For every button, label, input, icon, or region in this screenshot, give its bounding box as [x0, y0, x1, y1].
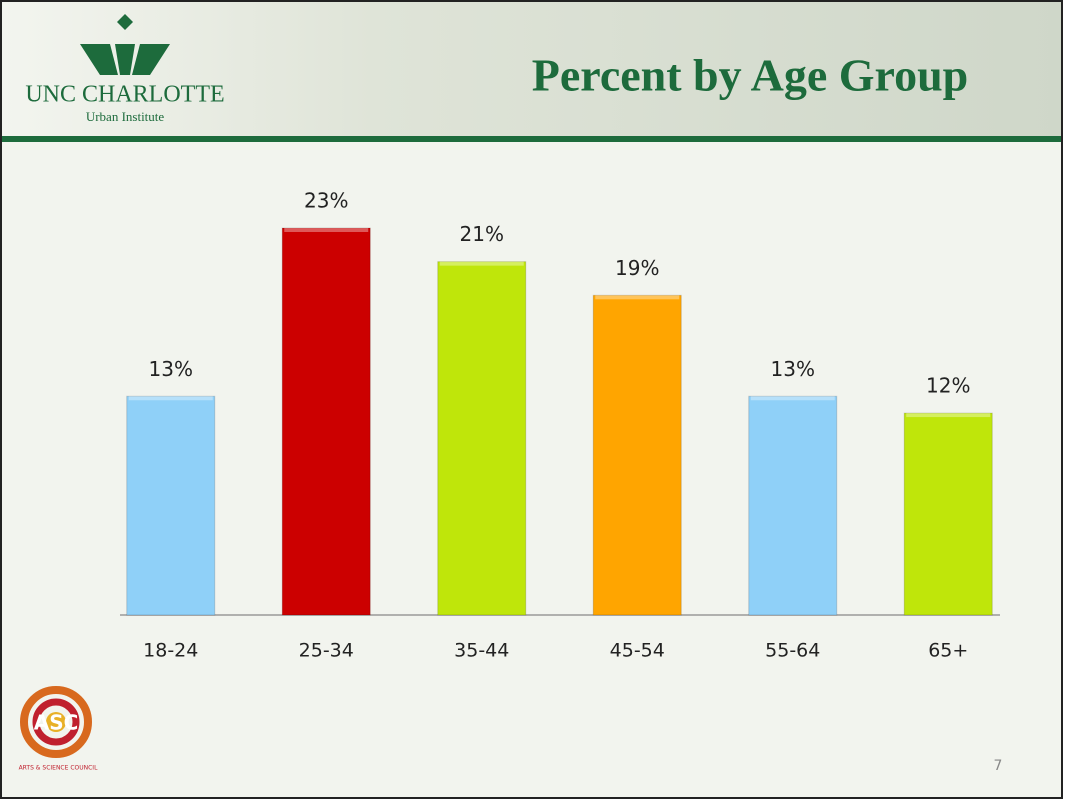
bar — [903, 412, 993, 616]
org-unit: Urban Institute — [86, 109, 165, 124]
asc-logo — [20, 686, 92, 758]
bar-highlight — [906, 413, 991, 418]
x-tick-label: 25-34 — [299, 640, 354, 662]
bar — [281, 227, 371, 616]
chart-title: Percent by Age Group — [532, 50, 969, 101]
asc-caption: ARTS & SCIENCE COUNCIL — [19, 765, 98, 772]
x-tick-label: 45-54 — [610, 640, 665, 662]
value-label: 23% — [304, 189, 348, 213]
header-rule — [2, 136, 1061, 142]
bar-highlight — [595, 295, 680, 300]
bar — [126, 395, 216, 616]
bar-highlight — [284, 228, 369, 232]
value-label: 19% — [615, 256, 659, 280]
bar-highlight — [750, 396, 835, 401]
header-band — [2, 2, 1061, 136]
value-label: 13% — [771, 357, 815, 381]
page-number: 7 — [994, 758, 1003, 774]
logo-mark — [80, 14, 170, 75]
x-tick-label: 35-44 — [454, 640, 509, 662]
bar-highlight — [439, 261, 524, 266]
bar — [437, 261, 527, 616]
bar — [592, 294, 682, 616]
x-tick-label: 55-64 — [765, 640, 820, 662]
value-label: 13% — [149, 357, 193, 381]
bar-highlight — [128, 396, 213, 401]
asc-logo-text: ASC — [34, 711, 79, 735]
value-label: 12% — [926, 374, 970, 398]
value-label: 21% — [460, 222, 504, 246]
bar — [748, 395, 838, 616]
x-tick-label: 65+ — [928, 640, 968, 662]
org-name: UNC CHARLOTTE — [25, 82, 224, 108]
x-tick-label: 18-24 — [143, 640, 198, 662]
